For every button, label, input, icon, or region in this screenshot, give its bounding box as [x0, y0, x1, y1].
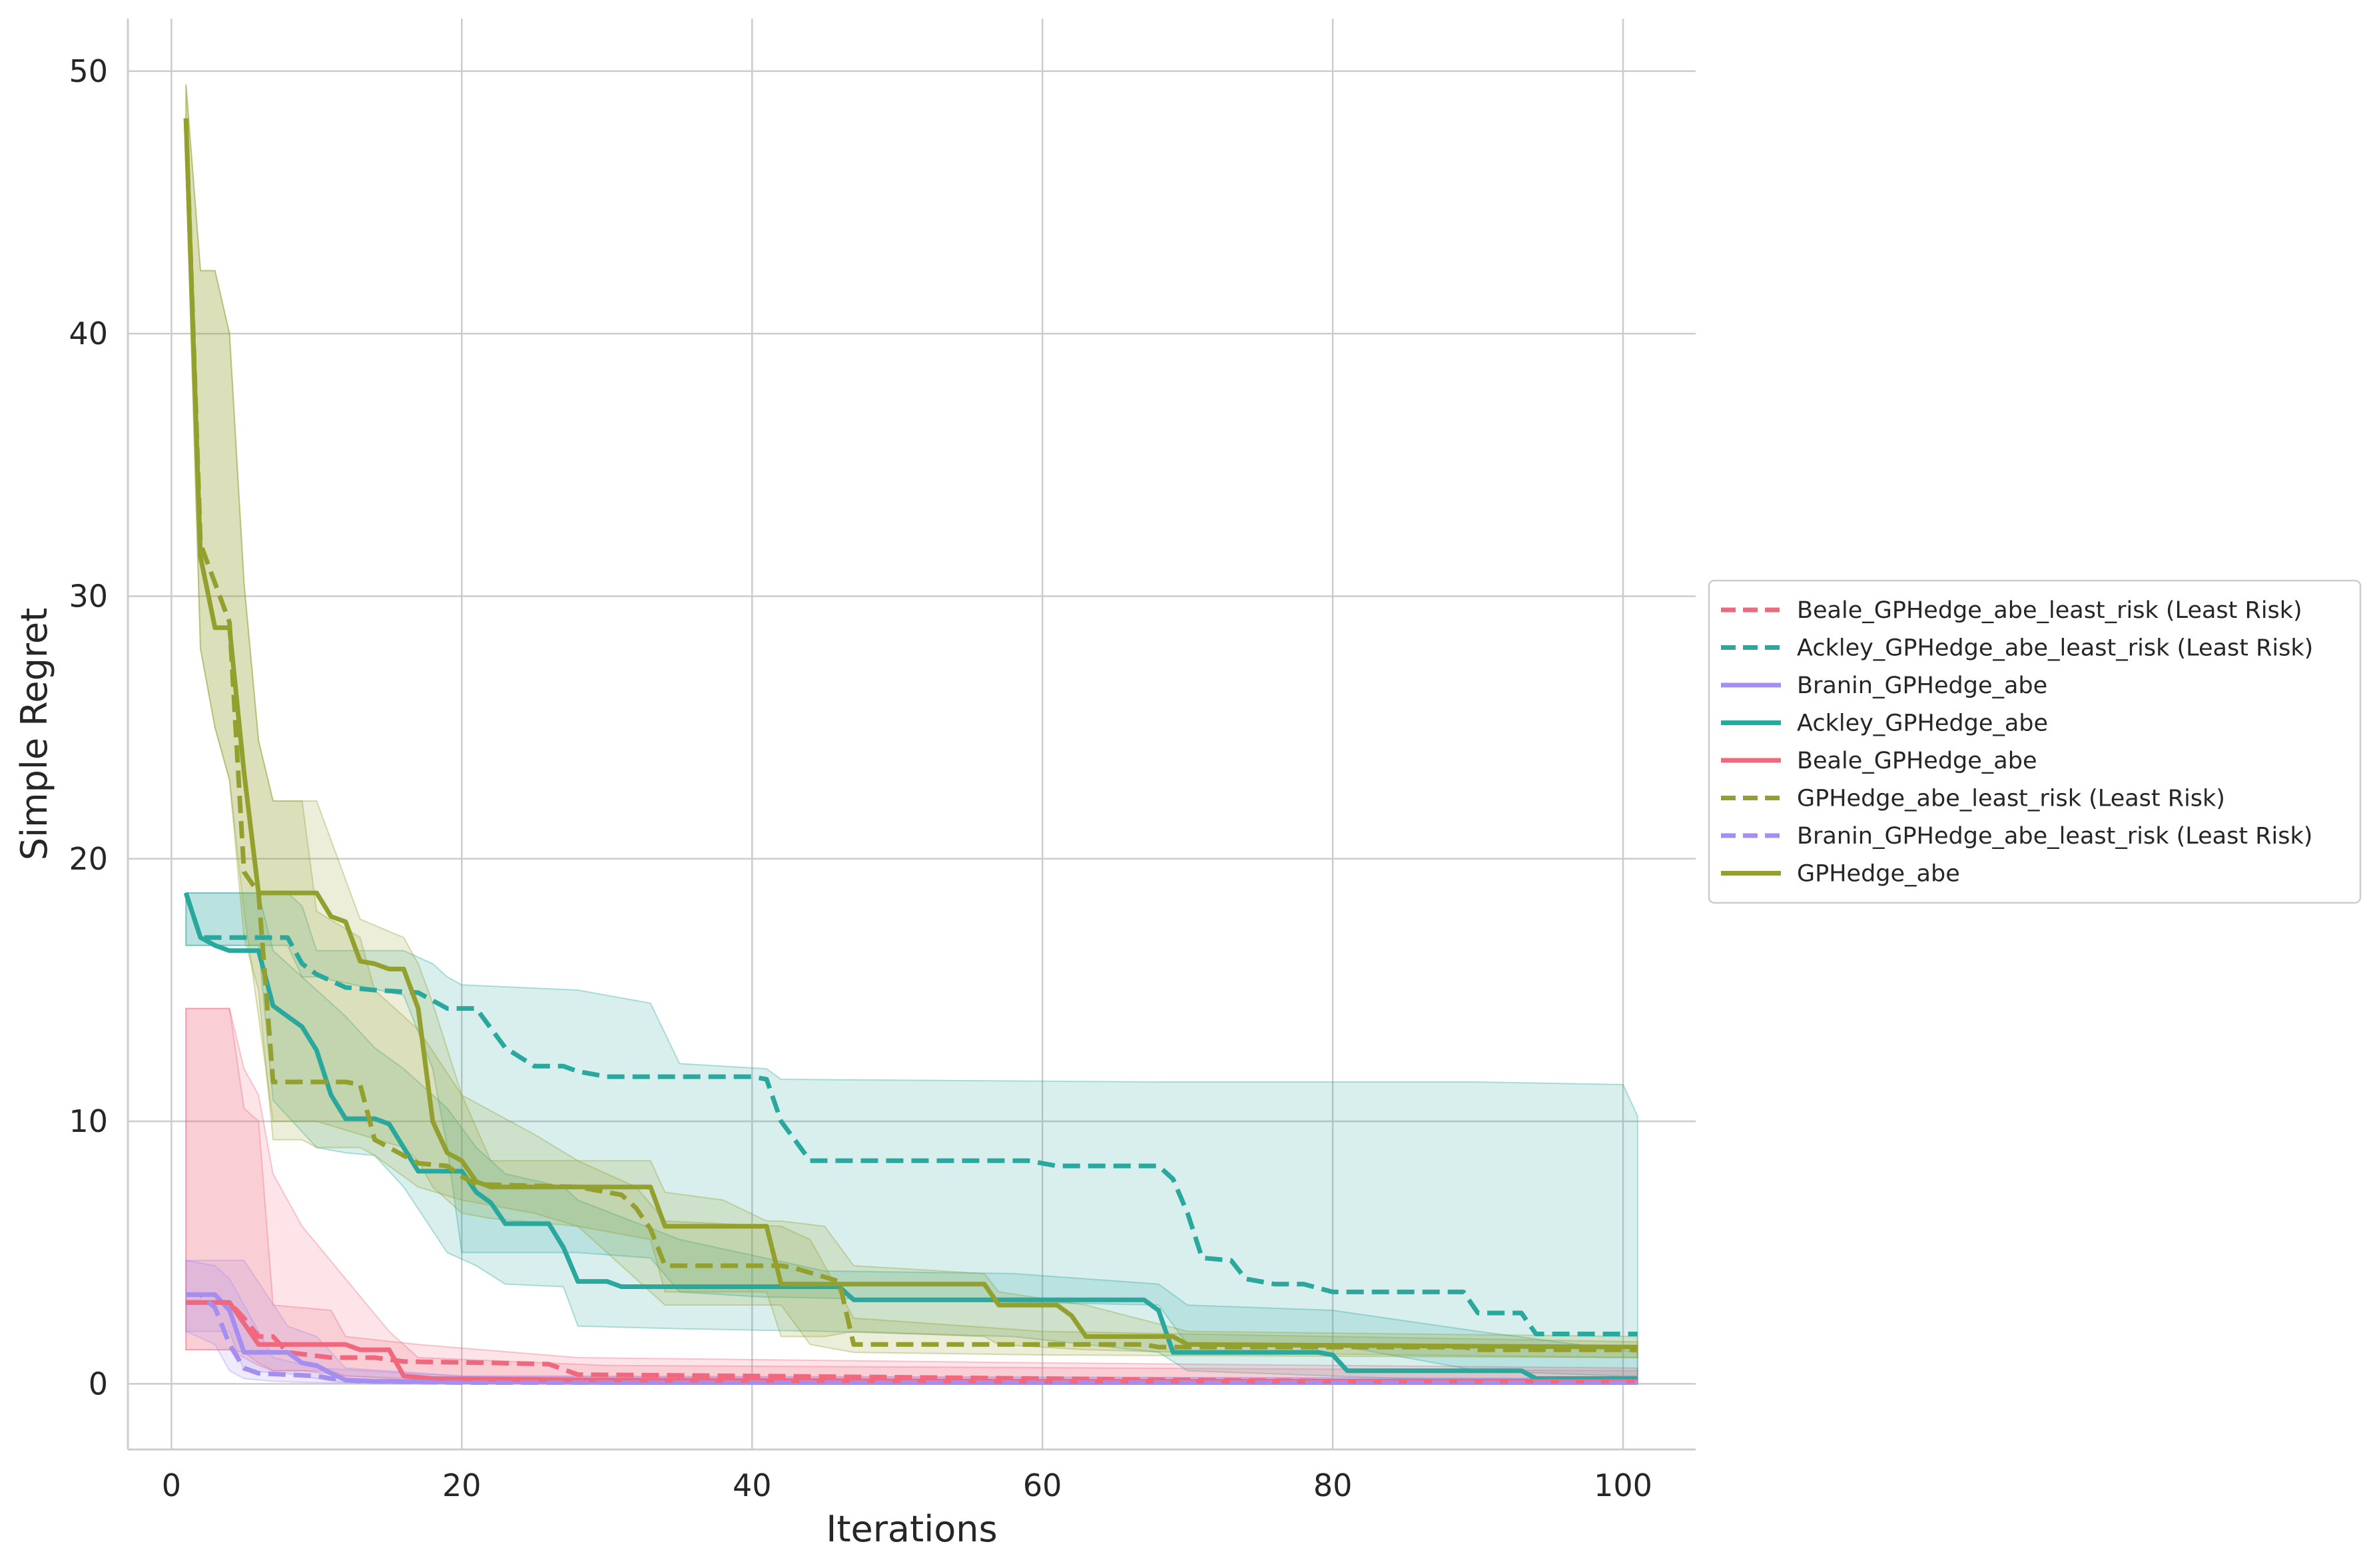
series-line-7 — [183, 118, 1638, 1350]
series-band-1 — [185, 892, 1638, 1377]
legend-label-1: Ackley_GPHedge_abe_least_risk (Least Ris… — [1797, 635, 2313, 662]
y-axis-label: Simple Regret — [13, 608, 55, 861]
grid-lines — [128, 19, 1696, 1449]
x-tick-label-4: 80 — [1313, 1467, 1353, 1503]
legend-label-0: Beale_GPHedge_abe_least_risk (Least Risk… — [1797, 597, 2302, 624]
confidence-bands — [185, 84, 1638, 1385]
legend-frame — [1708, 579, 2362, 904]
series-line-3 — [183, 892, 1638, 1381]
tick-labels: 0 20 40 60 80 100 0 10 20 30 40 50 — [69, 53, 1652, 1503]
y-tick-label-2: 20 — [69, 841, 108, 877]
series-lines — [183, 118, 1638, 1385]
legend-label-4: Beale_GPHedge_abe — [1797, 748, 2037, 774]
legend: Beale_GPHedge_abe_least_risk (Least Risk… — [1708, 579, 2362, 904]
series-line-5 — [183, 118, 1638, 1352]
series-line-0 — [186, 1300, 1638, 1385]
series-line-6 — [186, 1292, 1638, 1385]
x-tick-label-1: 20 — [442, 1467, 482, 1503]
x-axis-label: Iterations — [826, 1508, 997, 1550]
x-tick-label-2: 40 — [733, 1467, 772, 1503]
legend-label-7: GPHedge_abe — [1797, 861, 1960, 888]
y-tick-label-3: 30 — [69, 578, 108, 614]
legend-label-5: GPHedge_abe_least_risk (Least Risk) — [1797, 786, 2225, 812]
series-band-7 — [185, 84, 1638, 1359]
series-line-2 — [186, 1292, 1638, 1385]
x-tick-label-5: 100 — [1594, 1467, 1652, 1503]
series-line-4 — [186, 1300, 1638, 1384]
series-band-5 — [185, 84, 1638, 1359]
x-tick-label-0: 0 — [162, 1467, 181, 1503]
y-tick-label-5: 50 — [69, 53, 108, 89]
legend-label-6: Branin_GPHedge_abe_least_risk (Least Ris… — [1797, 823, 2312, 850]
y-tick-label-0: 0 — [89, 1366, 108, 1402]
legend-label-3: Ackley_GPHedge_abe — [1797, 710, 2048, 737]
series-line-1 — [183, 892, 1638, 1336]
axes — [127, 19, 1696, 1451]
y-tick-label-4: 40 — [69, 316, 108, 352]
legend-label-2: Branin_GPHedge_abe — [1797, 672, 2047, 699]
x-tick-label-3: 60 — [1023, 1467, 1062, 1503]
y-tick-label-1: 10 — [69, 1103, 108, 1139]
